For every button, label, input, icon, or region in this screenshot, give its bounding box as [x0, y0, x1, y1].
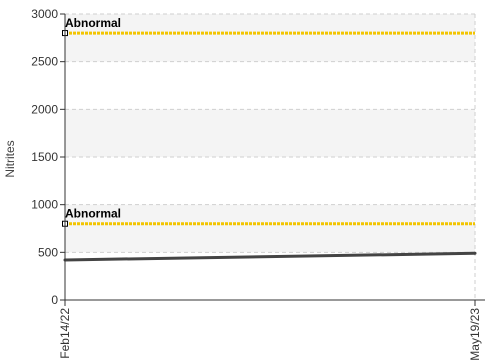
reference-label-1: Abnormal [65, 207, 121, 221]
y-tick-label: 500 [38, 245, 58, 259]
x-tick-label: May19/23 [468, 308, 482, 361]
y-tick-label: 2000 [31, 102, 58, 116]
reference-lines: Abnormal Abnormal [62, 16, 475, 227]
series-line-0 [64, 251, 476, 262]
y-axis-title: Nitrites [3, 140, 17, 177]
background-bands [65, 14, 475, 253]
y-tick-label: 0 [51, 293, 58, 307]
y-tick-label: 1000 [31, 198, 58, 212]
background-band-2 [65, 14, 475, 62]
reference-label-0: Abnormal [65, 16, 121, 30]
background-band-1 [65, 109, 475, 157]
background-band-0 [65, 204, 475, 253]
data-series [63, 251, 477, 262]
y-tick-label: 1500 [31, 150, 58, 164]
x-tick-label: Feb14/22 [58, 308, 72, 359]
y-tick-label: 2500 [31, 55, 58, 69]
axes: 0 500 1000 1500 2000 2500 3000 Feb14/22 May19/23 [31, 7, 485, 361]
y-tick-label: 3000 [31, 7, 58, 21]
data-point-0-1 [473, 251, 477, 255]
